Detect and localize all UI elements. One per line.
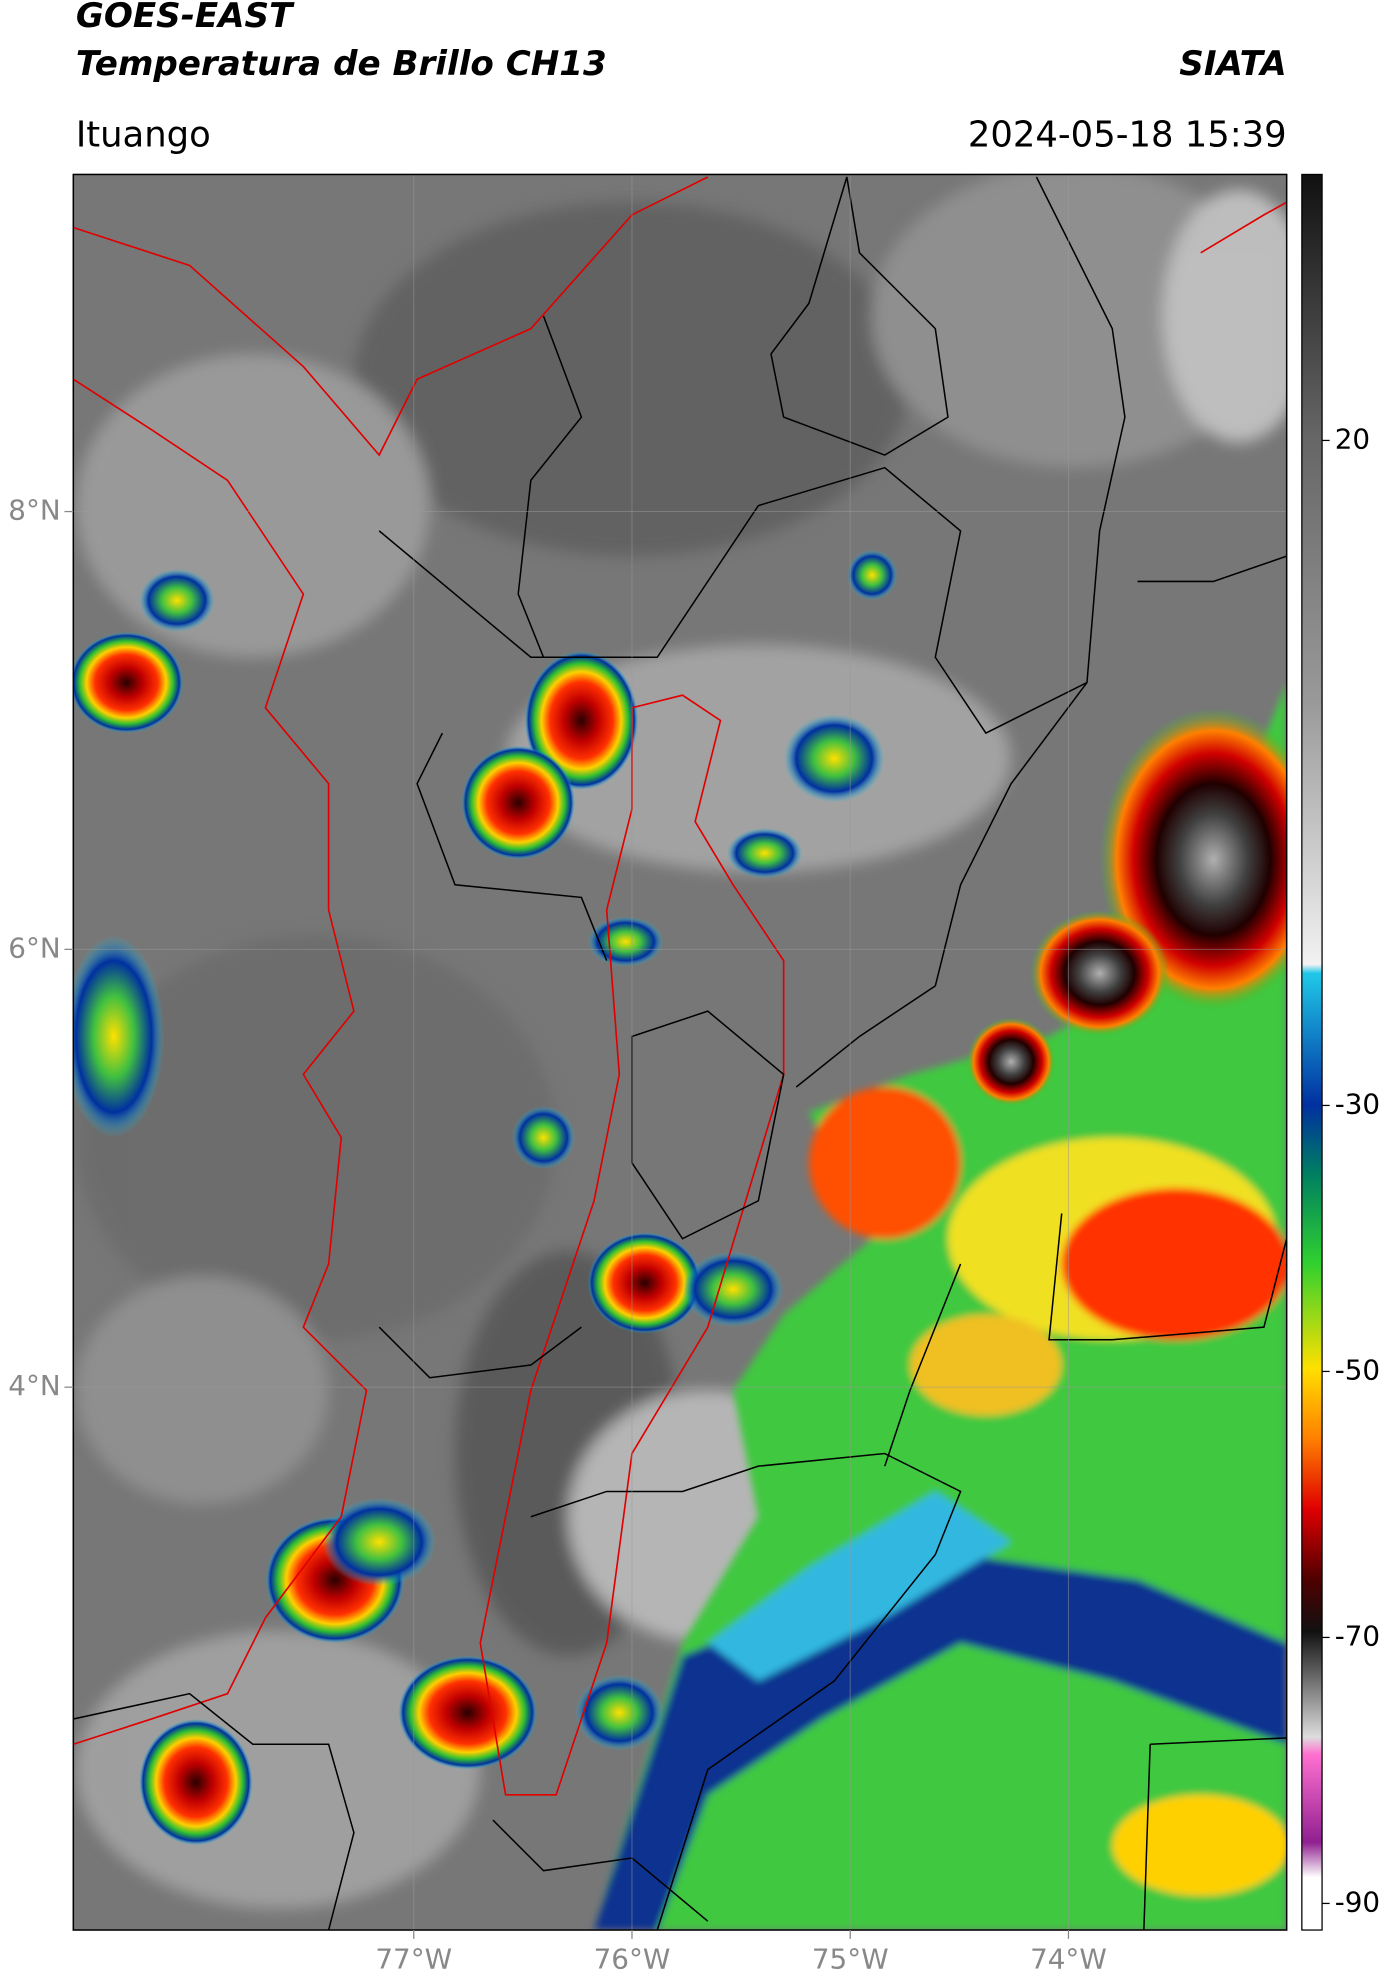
satellite-image <box>73 174 1287 1931</box>
map-frame <box>72 173 1288 1931</box>
x-tick-label: 74°W <box>1030 1942 1107 1975</box>
y-tick-label: 6°N <box>8 931 60 964</box>
subtitle: Temperatura de Brillo CH13 <box>76 44 607 84</box>
colorbar-tick-label: -70 <box>1335 1619 1380 1652</box>
colorbar-tick-label: -50 <box>1335 1353 1380 1386</box>
title: GOES-EAST <box>76 0 295 36</box>
location: Ituango <box>76 115 211 156</box>
x-tick-label: 76°W <box>594 1942 671 1975</box>
colorbar-tick-label: -30 <box>1335 1087 1380 1120</box>
x-tick-label: 77°W <box>375 1942 452 1975</box>
y-tick-label: 4°N <box>8 1369 60 1402</box>
colorbar <box>1301 173 1323 1931</box>
graticule <box>73 174 1287 1931</box>
colorbar-tick-label: -90 <box>1335 1885 1380 1918</box>
y-tick-label: 8°N <box>8 494 60 527</box>
datetime: 2024-05-18 15:39 <box>968 115 1287 156</box>
colorbar-tick-label: 20 <box>1335 422 1370 455</box>
x-tick-label: 75°W <box>812 1942 889 1975</box>
agency: SIATA <box>1179 44 1286 84</box>
